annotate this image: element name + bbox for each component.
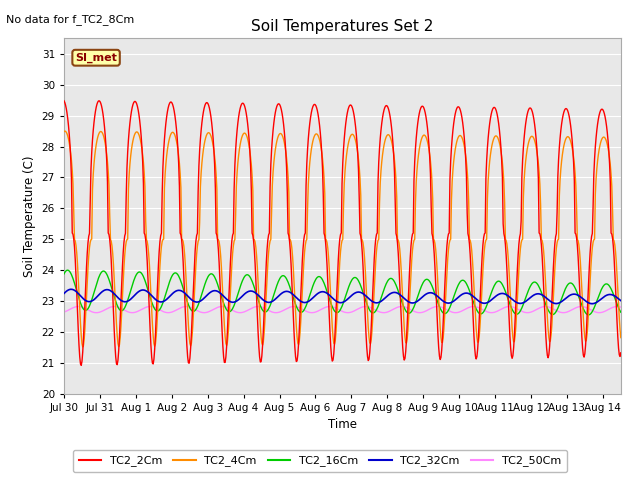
- Y-axis label: Soil Temperature (C): Soil Temperature (C): [23, 155, 36, 277]
- Text: No data for f_TC2_8Cm: No data for f_TC2_8Cm: [6, 14, 134, 25]
- Title: Soil Temperatures Set 2: Soil Temperatures Set 2: [252, 20, 433, 35]
- X-axis label: Time: Time: [328, 418, 357, 431]
- Text: SI_met: SI_met: [75, 53, 117, 63]
- Legend: TC2_2Cm, TC2_4Cm, TC2_16Cm, TC2_32Cm, TC2_50Cm: TC2_2Cm, TC2_4Cm, TC2_16Cm, TC2_32Cm, TC…: [73, 450, 567, 472]
